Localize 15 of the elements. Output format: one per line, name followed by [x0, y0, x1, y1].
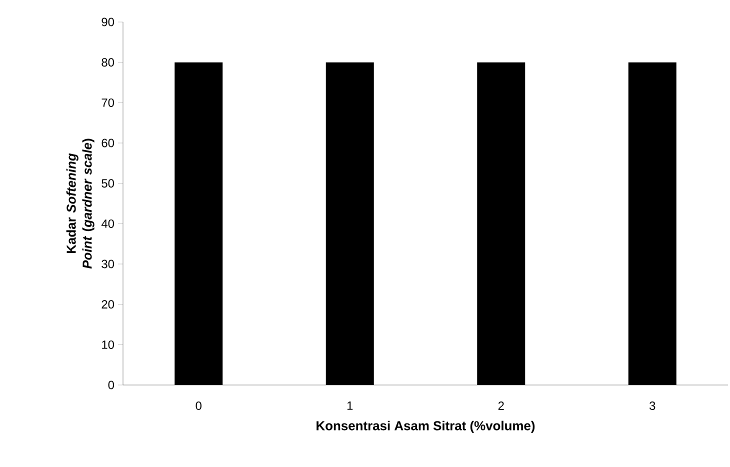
y-tick-label: 60	[102, 138, 114, 148]
y-tick-label: 90	[102, 18, 114, 26]
y-tick-label: 70	[102, 98, 114, 107]
y-tick-label: 10	[102, 340, 114, 349]
x-tick-label: 2	[498, 402, 504, 410]
x-tick-label: 1	[347, 402, 353, 410]
y-tick-label: 50	[102, 179, 114, 188]
y-tick-label: 30	[102, 260, 114, 268]
y-tick-label: 80	[102, 58, 114, 67]
x-axis-title: Konsentrasi Asam Sitrat (%volume)	[316, 420, 535, 433]
y-tick-label: 0	[108, 380, 114, 390]
y-tick-label: 20	[102, 300, 114, 309]
x-tick-label: 3	[650, 402, 656, 410]
y-tick-label: 40	[101, 219, 114, 228]
x-tick-label: 0	[196, 402, 202, 410]
